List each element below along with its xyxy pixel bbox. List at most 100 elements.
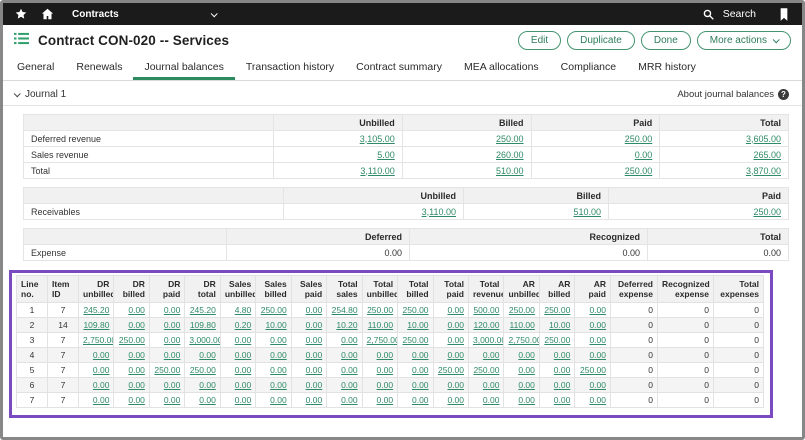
value-link[interactable]: 0.00 bbox=[270, 365, 287, 376]
table-cell[interactable]: 4.80 bbox=[219, 302, 257, 319]
value-link[interactable]: 0.00 bbox=[589, 380, 606, 391]
value-link[interactable]: 5.00 bbox=[377, 149, 395, 160]
table-cell[interactable]: 0.00 bbox=[326, 347, 363, 364]
value-link[interactable]: 0.00 bbox=[411, 365, 429, 376]
table-cell[interactable]: 10.00 bbox=[538, 317, 576, 334]
table-cell[interactable]: 0.00 bbox=[148, 317, 186, 334]
value-link[interactable]: 0.00 bbox=[376, 380, 394, 391]
value-link[interactable]: 0.00 bbox=[305, 380, 323, 391]
value-link[interactable]: 250.00 bbox=[154, 365, 181, 376]
table-cell[interactable]: 109.80 bbox=[77, 317, 115, 334]
table-cell[interactable]: 0.00 bbox=[503, 377, 540, 394]
value-link[interactable]: 0.00 bbox=[518, 380, 535, 391]
table-cell[interactable]: 0.00 bbox=[290, 302, 328, 319]
table-cell[interactable]: 0.00 bbox=[574, 392, 611, 409]
table-cell[interactable]: 0.00 bbox=[184, 377, 221, 394]
value-link[interactable]: 0.00 bbox=[589, 395, 606, 406]
table-cell[interactable]: 0.00 bbox=[77, 362, 115, 379]
table-cell[interactable]: 3,870.00 bbox=[659, 162, 789, 179]
table-cell[interactable]: 0.20 bbox=[219, 317, 257, 334]
value-link[interactable]: 0.00 bbox=[376, 365, 394, 376]
value-link[interactable]: 0.00 bbox=[163, 350, 181, 361]
value-link[interactable]: 0.00 bbox=[553, 395, 571, 406]
value-link[interactable]: 250.00 bbox=[367, 305, 394, 316]
table-cell[interactable]: 250.00 bbox=[397, 332, 434, 349]
table-cell[interactable]: 250.00 bbox=[574, 362, 611, 379]
value-link[interactable]: 0.00 bbox=[270, 335, 287, 346]
table-cell[interactable]: 0.00 bbox=[77, 377, 115, 394]
table-cell[interactable]: 0.00 bbox=[290, 392, 328, 409]
value-link[interactable]: 109.80 bbox=[83, 320, 110, 331]
value-link[interactable]: 0.00 bbox=[163, 320, 181, 331]
table-cell[interactable]: 0.00 bbox=[148, 332, 186, 349]
table-cell[interactable]: 0.00 bbox=[432, 317, 469, 334]
value-link[interactable]: 0.00 bbox=[447, 395, 464, 406]
value-link[interactable]: 10.00 bbox=[265, 320, 287, 331]
table-cell[interactable]: 260.00 bbox=[401, 146, 532, 163]
value-link[interactable]: 0.00 bbox=[553, 365, 571, 376]
tab-contract-summary[interactable]: Contract summary bbox=[356, 60, 442, 73]
table-cell[interactable]: 0.00 bbox=[432, 302, 469, 319]
table-cell[interactable]: 0.00 bbox=[326, 392, 363, 409]
table-cell[interactable]: 3,605.00 bbox=[659, 130, 789, 147]
value-link[interactable]: 0.00 bbox=[199, 350, 216, 361]
value-link[interactable]: 0.00 bbox=[270, 350, 287, 361]
table-cell[interactable]: 250.00 bbox=[255, 302, 292, 319]
value-link[interactable]: 0.00 bbox=[634, 149, 653, 160]
table-cell[interactable]: 250.00 bbox=[608, 203, 789, 220]
table-cell[interactable]: 5.00 bbox=[273, 146, 403, 163]
table-cell[interactable]: 0.00 bbox=[574, 317, 611, 334]
table-cell[interactable]: 250.00 bbox=[432, 362, 469, 379]
value-link[interactable]: 0.00 bbox=[270, 395, 287, 406]
table-cell[interactable]: 250.00 bbox=[113, 332, 150, 349]
table-cell[interactable]: 0.00 bbox=[326, 377, 363, 394]
table-cell[interactable]: 0.00 bbox=[255, 362, 292, 379]
value-link[interactable]: 0.00 bbox=[518, 350, 535, 361]
table-cell[interactable]: 120.00 bbox=[467, 317, 505, 334]
table-cell[interactable]: 0.00 bbox=[219, 332, 257, 349]
value-link[interactable]: 0.00 bbox=[411, 380, 429, 391]
value-link[interactable]: 10.00 bbox=[549, 320, 571, 331]
value-link[interactable]: 510.00 bbox=[573, 206, 601, 217]
value-link[interactable]: 0.00 bbox=[376, 350, 394, 361]
table-cell[interactable]: 0.00 bbox=[255, 392, 292, 409]
value-link[interactable]: 250.00 bbox=[402, 335, 429, 346]
value-link[interactable]: 0.00 bbox=[128, 305, 145, 316]
bookmark-icon[interactable] bbox=[775, 5, 793, 23]
table-cell[interactable]: 3,110.00 bbox=[273, 162, 403, 179]
value-link[interactable]: 0.00 bbox=[234, 335, 252, 346]
table-cell[interactable]: 110.00 bbox=[361, 317, 399, 334]
table-cell[interactable]: 0.00 bbox=[113, 347, 150, 364]
table-cell[interactable]: 0.00 bbox=[290, 362, 328, 379]
table-cell[interactable]: 250.00 bbox=[467, 362, 505, 379]
value-link[interactable]: 2,750.00 bbox=[366, 335, 398, 346]
value-link[interactable]: 0.00 bbox=[128, 350, 145, 361]
value-link[interactable]: 250.00 bbox=[437, 365, 464, 376]
tab-mea-allocations[interactable]: MEA allocations bbox=[463, 60, 539, 73]
search-label[interactable]: Search bbox=[722, 8, 756, 20]
value-link[interactable]: 10.00 bbox=[407, 320, 429, 331]
value-link[interactable]: 0.00 bbox=[447, 350, 464, 361]
value-link[interactable]: 250.00 bbox=[189, 365, 216, 376]
table-cell[interactable]: 0.00 bbox=[361, 377, 399, 394]
value-link[interactable]: 3,000.00 bbox=[472, 335, 504, 346]
value-link[interactable]: 0.00 bbox=[341, 335, 358, 346]
table-cell[interactable]: 0.00 bbox=[397, 377, 434, 394]
value-link[interactable]: 0.00 bbox=[128, 395, 145, 406]
home-icon[interactable] bbox=[38, 5, 56, 23]
value-link[interactable]: 0.00 bbox=[305, 335, 323, 346]
about-journal-balances-link[interactable]: About journal balances ? bbox=[677, 88, 789, 100]
table-cell[interactable]: 0.00 bbox=[326, 332, 363, 349]
table-cell[interactable]: 0.00 bbox=[432, 377, 469, 394]
table-cell[interactable]: 0.00 bbox=[467, 347, 505, 364]
done-button[interactable]: Done bbox=[640, 31, 691, 50]
table-cell[interactable]: 250.00 bbox=[148, 362, 186, 379]
app-menu-contracts[interactable]: Contracts bbox=[72, 9, 218, 20]
value-link[interactable]: 250.00 bbox=[544, 335, 571, 346]
value-link[interactable]: 0.00 bbox=[92, 395, 110, 406]
table-cell[interactable]: 0.00 bbox=[361, 347, 399, 364]
tab-journal-balances[interactable]: Journal balances bbox=[133, 56, 235, 80]
value-link[interactable]: 250.00 bbox=[624, 133, 653, 144]
value-link[interactable]: 250.00 bbox=[753, 206, 781, 217]
search-icon[interactable] bbox=[700, 5, 718, 23]
